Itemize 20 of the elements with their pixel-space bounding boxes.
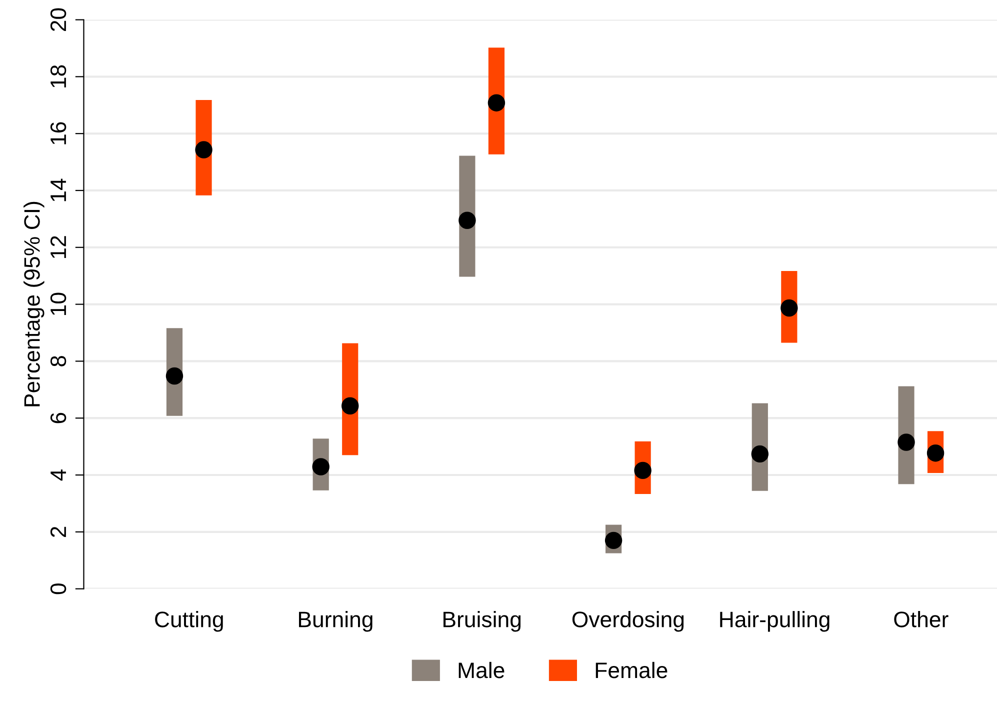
y-tick-label: 16: [50, 122, 66, 144]
x-tick-label: Overdosing: [572, 611, 684, 632]
y-tick-label: 8: [50, 356, 66, 366]
y-tick-label: 0: [50, 583, 66, 594]
legend-label: Male: [458, 662, 504, 678]
x-tick-label: Burning: [299, 611, 372, 632]
y-tick-label: 20: [50, 8, 66, 32]
y-tick-label: 4: [50, 469, 66, 481]
y-tick-label: 12: [50, 236, 66, 258]
legend-label: Female: [596, 662, 668, 678]
y-tick-label: 14: [50, 178, 66, 202]
x-tick-label: Other: [894, 611, 948, 628]
y-tick-label: 18: [50, 65, 66, 88]
y-tick-label: 6: [50, 412, 66, 424]
y-axis-title: Percentage (95% CI): [24, 202, 44, 406]
x-tick-label: Bruising: [444, 611, 521, 632]
x-tick-label: Hair-pulling: [720, 611, 830, 632]
x-tick-label: Cutting: [155, 611, 223, 632]
y-tick-label: 2: [50, 526, 66, 537]
y-tick-label: 10: [50, 292, 66, 315]
